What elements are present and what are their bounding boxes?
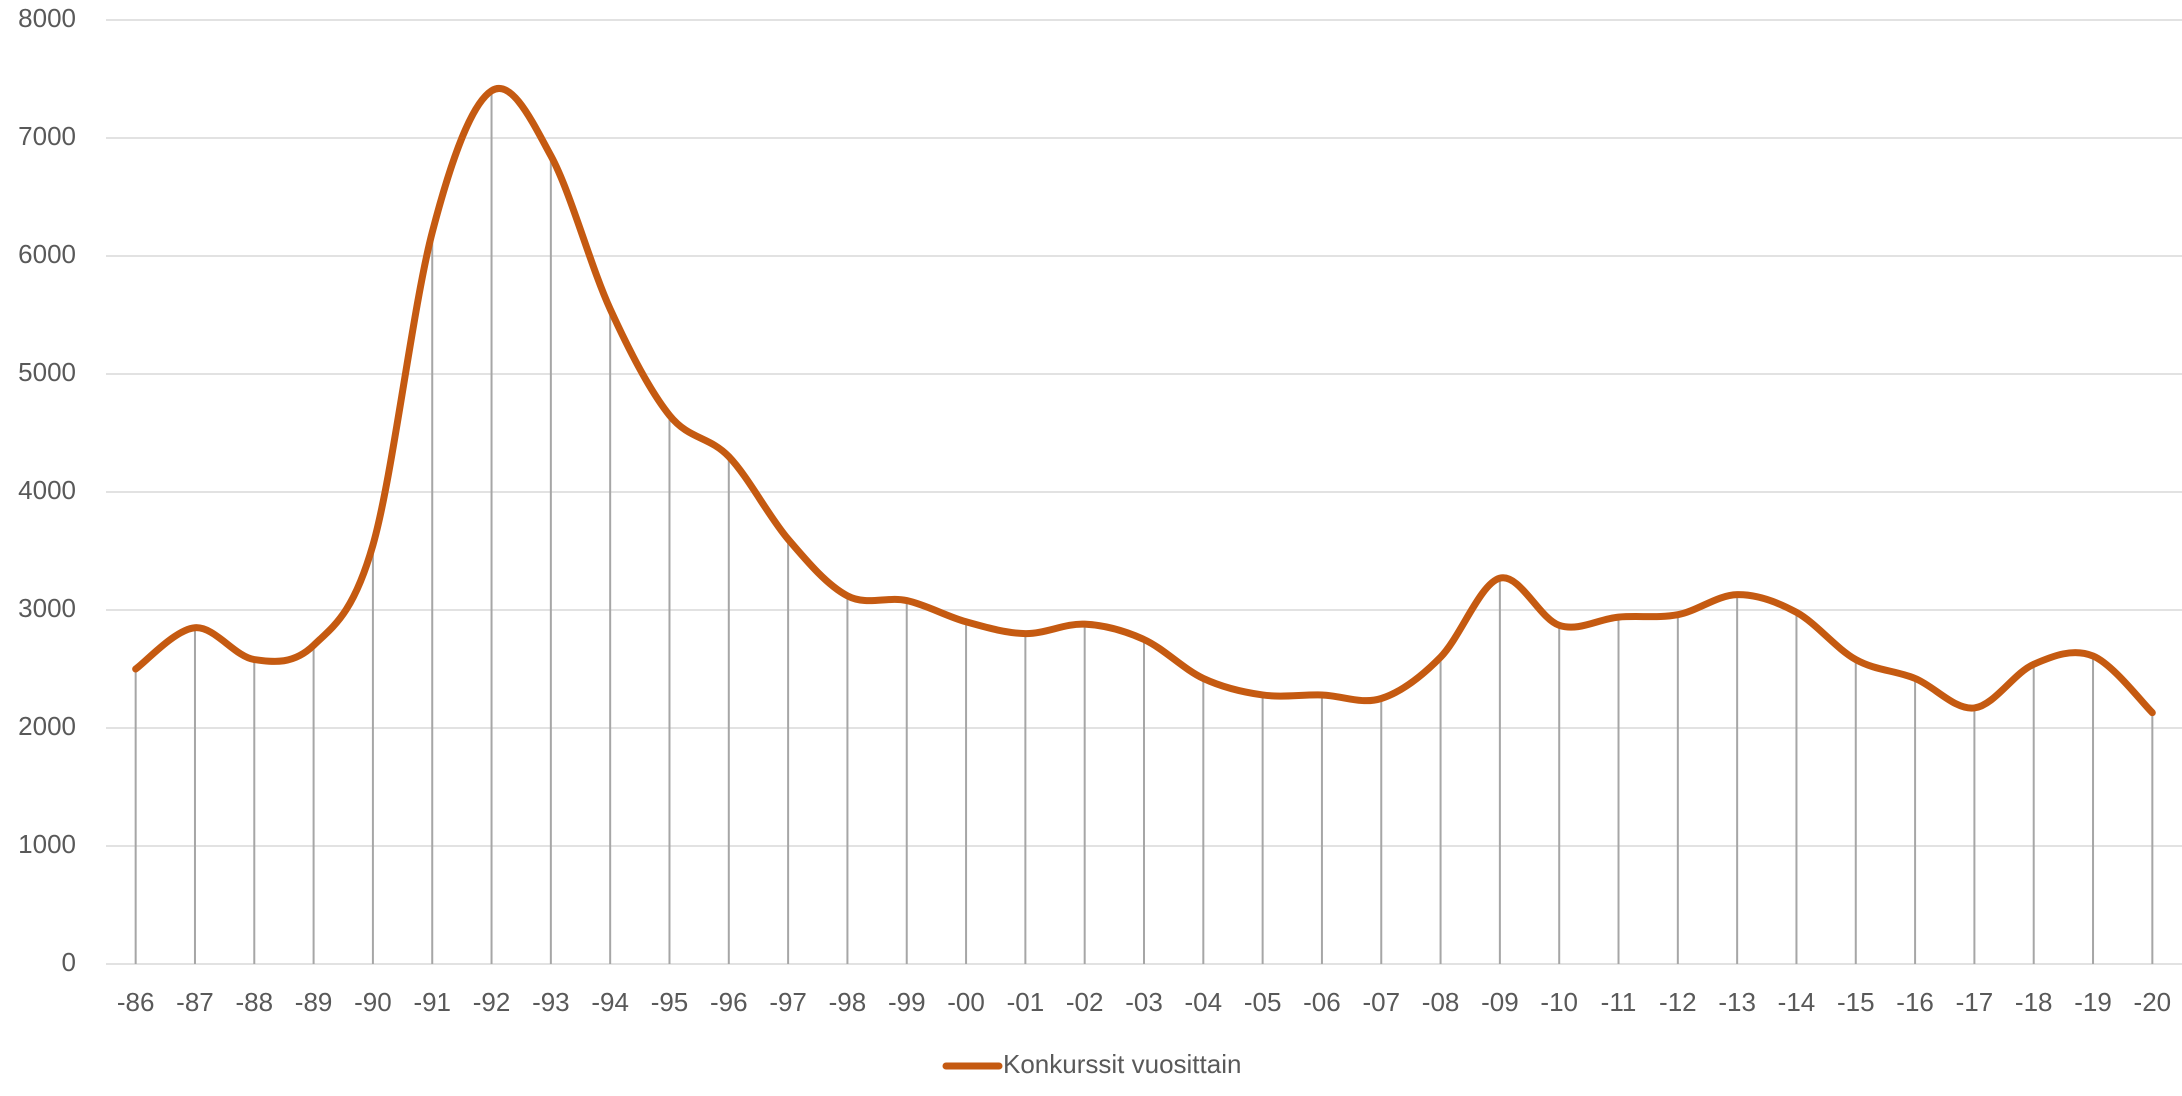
x-tick-label: -95 <box>651 987 689 1017</box>
x-tick-label: -01 <box>1007 987 1045 1017</box>
y-tick-label: 6000 <box>18 239 76 269</box>
x-tick-label: -20 <box>2134 987 2172 1017</box>
y-tick-label: 3000 <box>18 593 76 623</box>
y-tick-label: 5000 <box>18 357 76 387</box>
x-tick-label: -88 <box>235 987 273 1017</box>
y-tick-label: 2000 <box>18 711 76 741</box>
x-tick-label: -03 <box>1125 987 1163 1017</box>
x-tick-label: -00 <box>947 987 985 1017</box>
x-tick-label: -14 <box>1778 987 1816 1017</box>
x-tick-label: -12 <box>1659 987 1697 1017</box>
y-tick-label: 1000 <box>18 829 76 859</box>
x-tick-label: -08 <box>1422 987 1460 1017</box>
x-tick-label: -11 <box>1601 987 1637 1017</box>
x-tick-label: -86 <box>117 987 155 1017</box>
x-tick-label: -96 <box>710 987 748 1017</box>
y-tick-label: 0 <box>62 947 76 977</box>
y-tick-label: 7000 <box>18 121 76 151</box>
x-tick-label: -90 <box>354 987 392 1017</box>
x-tick-label: -10 <box>1540 987 1578 1017</box>
x-tick-label: -18 <box>2015 987 2053 1017</box>
data-line <box>132 85 2156 717</box>
x-tick-label: -05 <box>1244 987 1282 1017</box>
x-tick-label: -19 <box>2074 987 2112 1017</box>
x-tick-label: -89 <box>295 987 333 1017</box>
x-tick-label: -07 <box>1362 987 1400 1017</box>
x-tick-label: -94 <box>591 987 629 1017</box>
x-tick-label: -06 <box>1303 987 1341 1017</box>
y-tick-label: 4000 <box>18 475 76 505</box>
x-tick-label: -15 <box>1837 987 1875 1017</box>
x-tick-label: -93 <box>532 987 570 1017</box>
x-tick-label: -91 <box>413 987 451 1017</box>
x-tick-label: -17 <box>1956 987 1994 1017</box>
x-tick-label: -99 <box>888 987 926 1017</box>
y-tick-label: 8000 <box>18 3 76 33</box>
x-tick-label: -16 <box>1896 987 1934 1017</box>
x-tick-label: -98 <box>829 987 867 1017</box>
x-tick-label: -92 <box>473 987 511 1017</box>
x-tick-label: -09 <box>1481 987 1519 1017</box>
x-tick-label: -02 <box>1066 987 1104 1017</box>
x-tick-label: -13 <box>1718 987 1756 1017</box>
x-tick-label: -97 <box>769 987 807 1017</box>
x-tick-label: -04 <box>1185 987 1223 1017</box>
x-tick-label: -87 <box>176 987 214 1017</box>
legend-label: Konkurssit vuosittain <box>1003 1049 1241 1079</box>
